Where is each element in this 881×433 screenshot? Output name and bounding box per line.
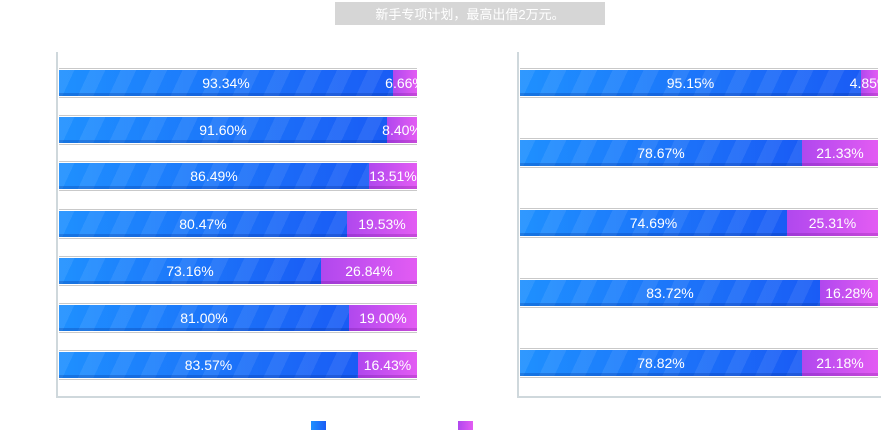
left-bar-segment-series-a: 80.47% [59, 211, 349, 237]
legend-item-series-b [458, 419, 473, 431]
left-bar-label-series-b: 16.43% [363, 357, 412, 373]
left-bar-row: 93.34% 6.66% [59, 68, 417, 98]
legend-swatch-series-b [458, 420, 473, 430]
right-bar-segment-series-a: 78.82% [520, 350, 804, 376]
right-bar-label-series-a: 83.72% [646, 285, 694, 301]
right-bar-segment-series-b: 4.85% [850, 70, 878, 96]
left-bar-label-series-b: 6.66% [385, 75, 417, 91]
right-chart-y-axis [517, 52, 519, 398]
right-bar-segment-series-b: 21.18% [802, 350, 878, 376]
left-bar-row: 73.16% 26.84% [59, 256, 417, 286]
left-bar-label-series-a: 73.16% [166, 263, 214, 279]
left-bar-segment-series-b: 19.00% [349, 305, 417, 331]
right-stacked-bar-chart: 95.15% 4.85% 78.67% 21.33% 74.69% 25.31% 83.72… [517, 52, 881, 398]
left-bar-row: 86.49% 13.51% [59, 161, 417, 191]
promo-banner-text: 新手专项计划，最高出借2万元。 [375, 7, 565, 22]
right-bar-row: 83.72% 16.28% [520, 278, 878, 308]
left-bar-segment-series-b: 13.51% [369, 163, 417, 189]
left-bar-segment-series-a: 73.16% [59, 258, 323, 284]
left-bar-label-series-a: 86.49% [190, 168, 238, 184]
left-bar-row: 81.00% 19.00% [59, 303, 417, 333]
right-bar-label-series-a: 74.69% [629, 215, 678, 231]
left-bar-row: 80.47% 19.53% [59, 209, 417, 239]
right-bar-segment-series-b: 25.31% [787, 210, 878, 236]
right-bar-label-series-b: 21.33% [816, 145, 864, 161]
left-bar-label-series-a: 81.00% [180, 310, 228, 326]
right-bar-segment-series-a: 83.72% [520, 280, 822, 306]
right-bar-label-series-b: 25.31% [808, 215, 857, 231]
legend-item-series-a [311, 419, 326, 431]
right-bar-segment-series-a: 95.15% [520, 70, 863, 96]
left-bar-segment-series-b: 8.40% [382, 117, 417, 143]
right-bar-row: 74.69% 25.31% [520, 208, 878, 238]
right-bar-row: 78.67% 21.33% [520, 138, 878, 168]
left-bar-segment-series-b: 19.53% [347, 211, 417, 237]
right-bar-label-series-a: 78.67% [637, 145, 685, 161]
left-bar-label-series-b: 19.00% [359, 310, 407, 326]
left-bar-label-series-b: 26.84% [345, 263, 393, 279]
right-bar-label-series-b: 21.18% [816, 355, 864, 371]
left-bar-row: 91.60% 8.40% [59, 115, 417, 145]
left-bar-segment-series-b: 6.66% [385, 70, 417, 96]
left-bar-label-series-b: 8.40% [382, 122, 417, 138]
right-bar-segment-series-b: 21.33% [802, 140, 878, 166]
right-bar-row: 78.82% 21.18% [520, 348, 878, 378]
left-bar-label-series-a: 93.34% [202, 75, 250, 91]
right-bar-segment-series-a: 74.69% [520, 210, 789, 236]
left-bar-segment-series-a: 81.00% [59, 305, 351, 331]
right-bar-segment-series-b: 16.28% [820, 280, 878, 306]
left-stacked-bar-chart: 93.34% 6.66% 91.60% 8.40% 86.49% 13.51% 80.47%… [56, 52, 420, 398]
left-bar-label-series-a: 91.60% [199, 122, 247, 138]
left-bar-segment-series-b: 16.43% [358, 352, 417, 378]
left-chart-y-axis [56, 52, 58, 398]
right-chart-x-axis [517, 396, 881, 398]
right-bar-label-series-a: 78.82% [637, 355, 685, 371]
left-bar-label-series-a: 83.57% [184, 357, 233, 373]
left-bar-segment-series-a: 93.34% [59, 70, 395, 96]
right-bar-label-series-b: 4.85% [849, 75, 878, 91]
left-bar-label-series-b: 19.53% [358, 216, 406, 232]
right-bar-label-series-b: 16.28% [825, 285, 873, 301]
left-bar-row: 83.57% 16.43% [59, 350, 417, 380]
left-bar-segment-series-a: 91.60% [59, 117, 389, 143]
left-chart-x-axis [56, 396, 420, 398]
left-bar-segment-series-b: 26.84% [321, 258, 417, 284]
legend-swatch-series-a [311, 420, 326, 430]
left-bar-segment-series-a: 86.49% [59, 163, 371, 189]
right-bar-row: 95.15% 4.85% [520, 68, 878, 98]
left-bar-label-series-a: 80.47% [179, 216, 227, 232]
left-bar-segment-series-a: 83.57% [59, 352, 360, 378]
right-bar-label-series-a: 95.15% [666, 75, 715, 91]
right-bar-segment-series-a: 78.67% [520, 140, 804, 166]
promo-banner: 新手专项计划，最高出借2万元。 [335, 2, 605, 25]
left-bar-label-series-b: 13.51% [369, 168, 417, 184]
